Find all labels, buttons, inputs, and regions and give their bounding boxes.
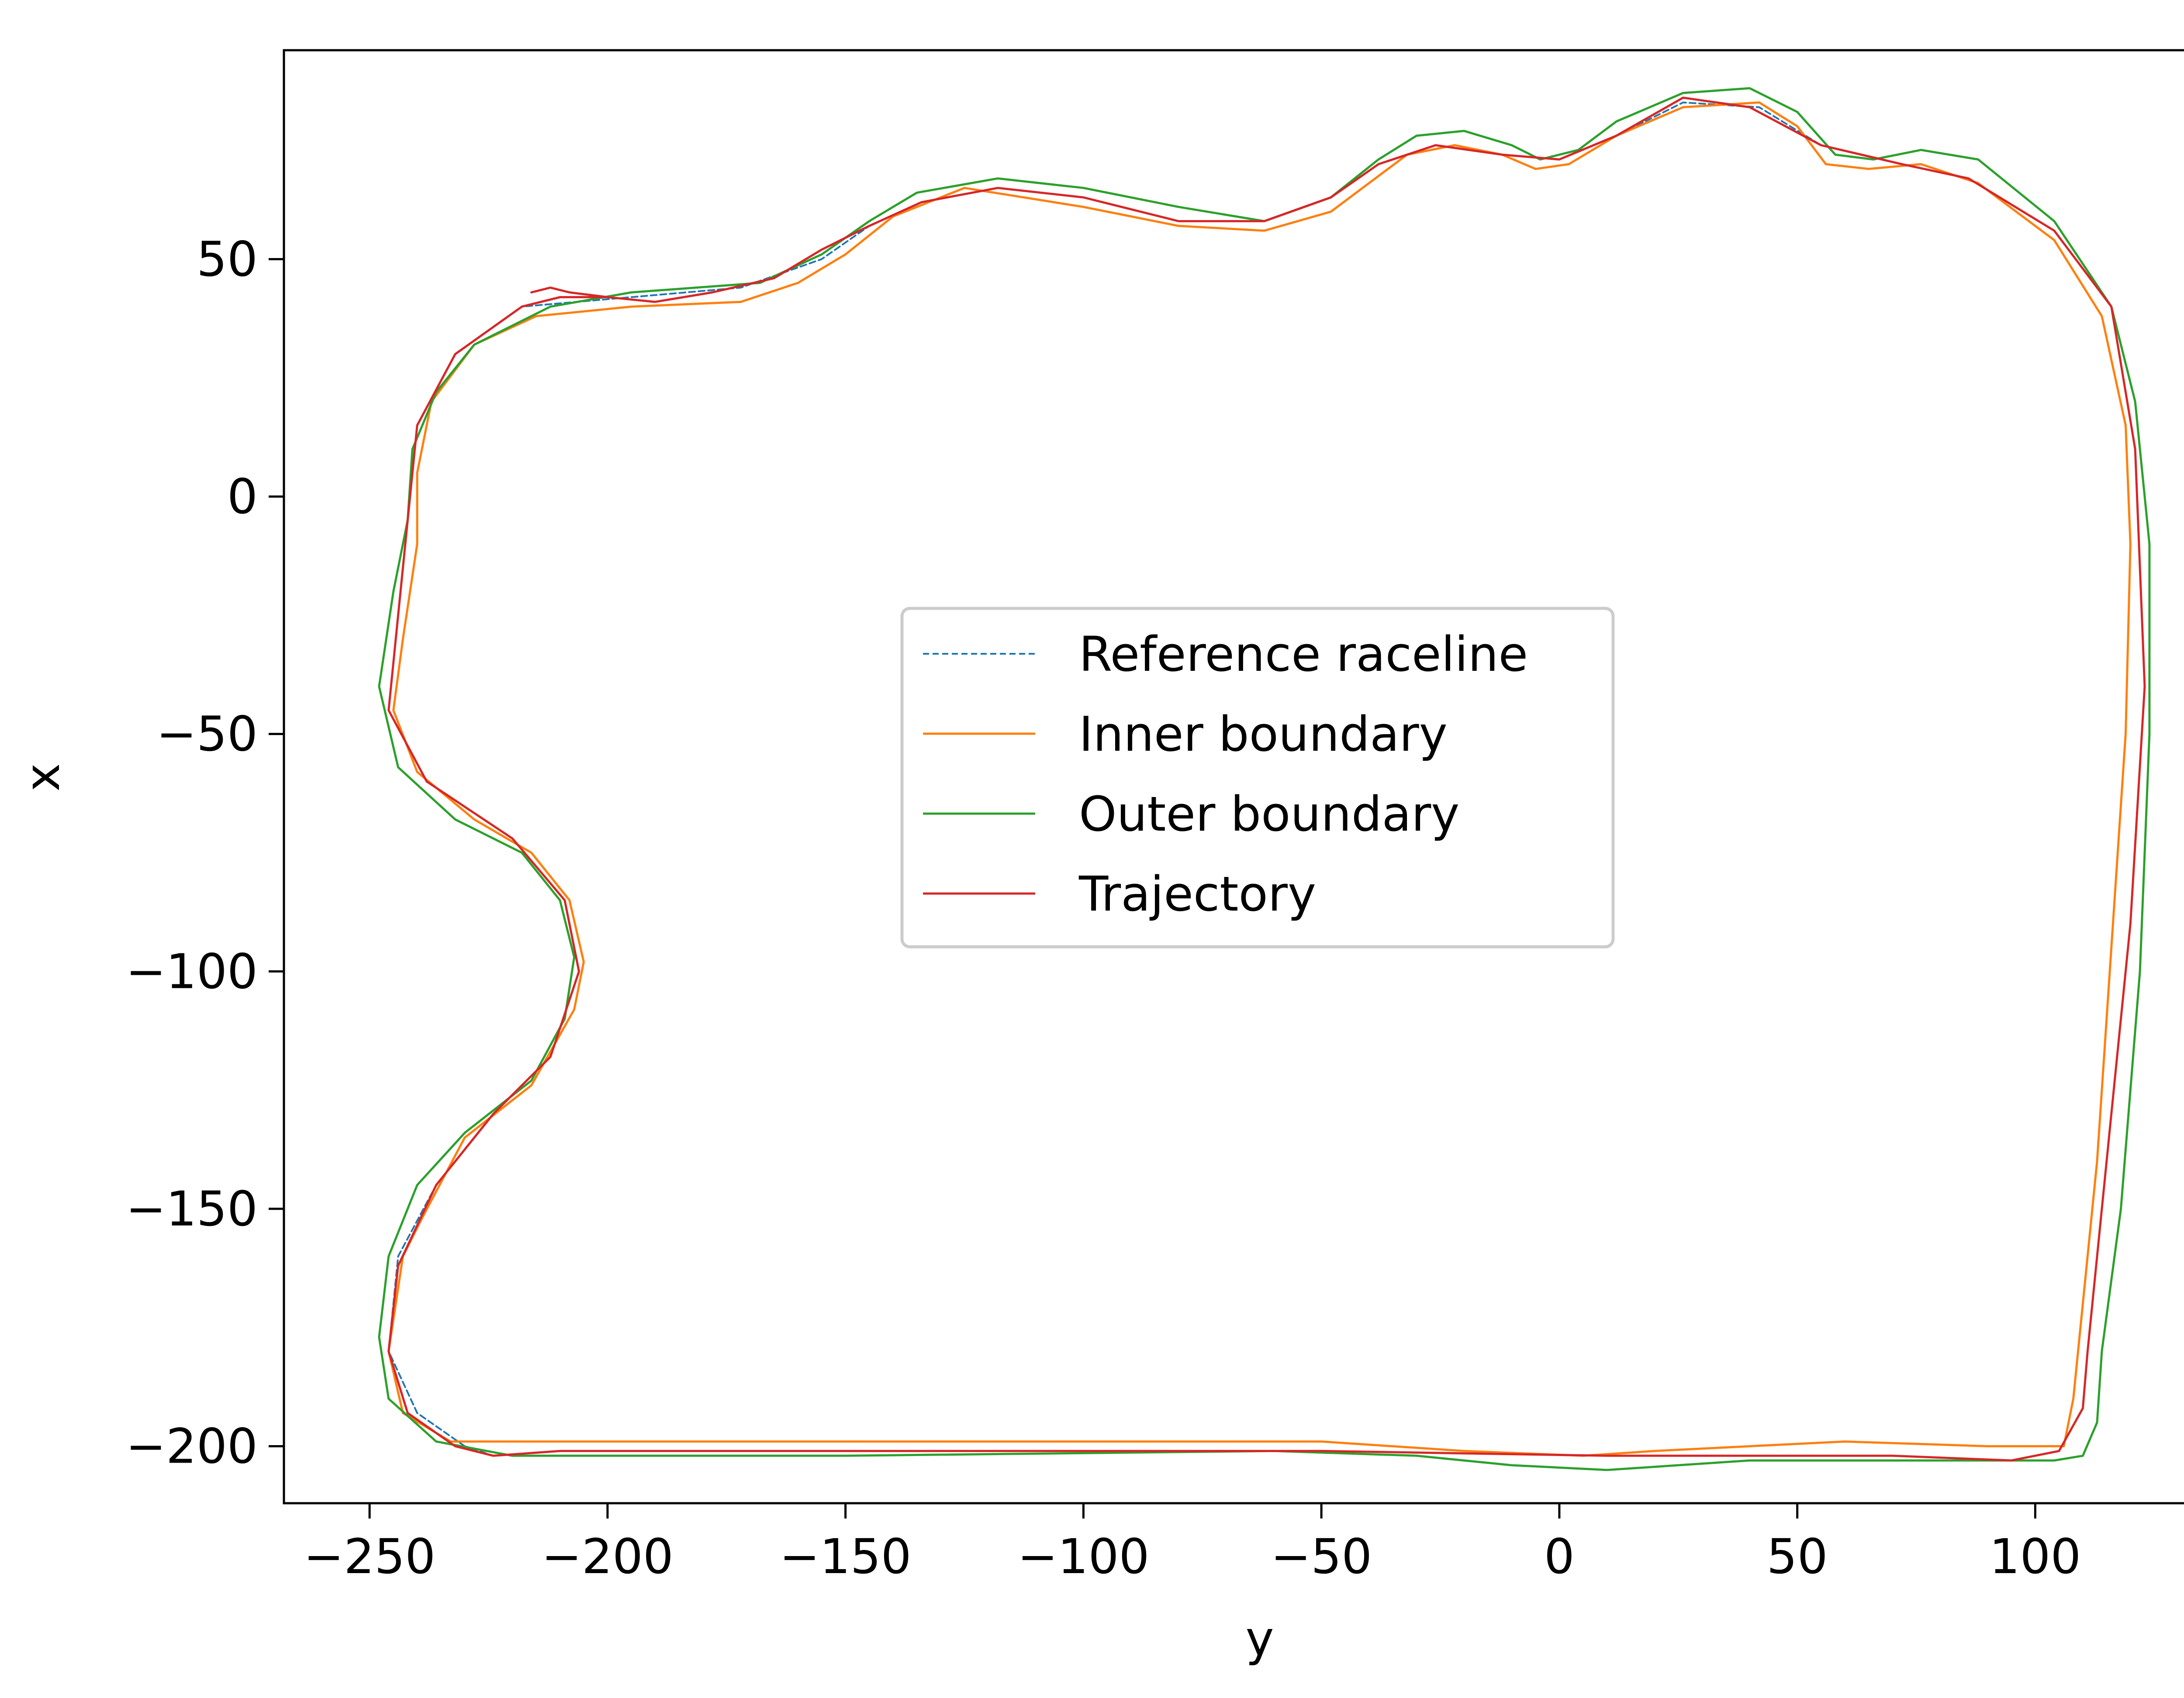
x-axis-ticks: −250 −200 −150 −100 −50 0 50 100 (304, 1503, 2081, 1584)
y-axis-label: x (14, 763, 70, 791)
x-tick-label: −200 (542, 1529, 674, 1584)
x-tick-label: −150 (780, 1529, 912, 1584)
legend-label-trajectory: Trajectory (1078, 866, 1316, 922)
series-line-trajectory (387, 97, 2146, 1462)
y-axis-ticks: 50 0 −50 −100 −150 −200 (126, 231, 284, 1474)
x-axis-label: y (1245, 1611, 1274, 1667)
x-tick-label: −100 (1017, 1529, 1149, 1584)
y-tick-label: 50 (197, 231, 258, 287)
x-tick-label: 0 (1544, 1529, 1575, 1584)
x-tick-label: −250 (304, 1529, 435, 1584)
y-tick-label: −50 (156, 706, 258, 762)
legend-label-inner-boundary: Inner boundary (1079, 706, 1448, 762)
legend: Reference raceline Inner boundary Outer … (900, 607, 1615, 949)
x-tick-label: 100 (1989, 1529, 2081, 1584)
y-tick-label: 0 (227, 469, 258, 525)
x-tick-label: −50 (1271, 1529, 1372, 1584)
legend-label-reference-raceline: Reference raceline (1079, 626, 1528, 682)
series-line-inner-boundary (387, 101, 2132, 1457)
x-tick-label: 50 (1767, 1529, 1828, 1584)
series-layer (378, 87, 2151, 1471)
y-tick-label: −100 (126, 943, 258, 999)
legend-box (900, 607, 1615, 949)
legend-label-outer-boundary: Outer boundary (1079, 786, 1459, 842)
y-tick-label: −150 (126, 1181, 258, 1237)
plot-frame (283, 49, 2184, 1505)
y-tick-label: −200 (126, 1418, 258, 1474)
series-line-outer-boundary (378, 87, 2151, 1471)
